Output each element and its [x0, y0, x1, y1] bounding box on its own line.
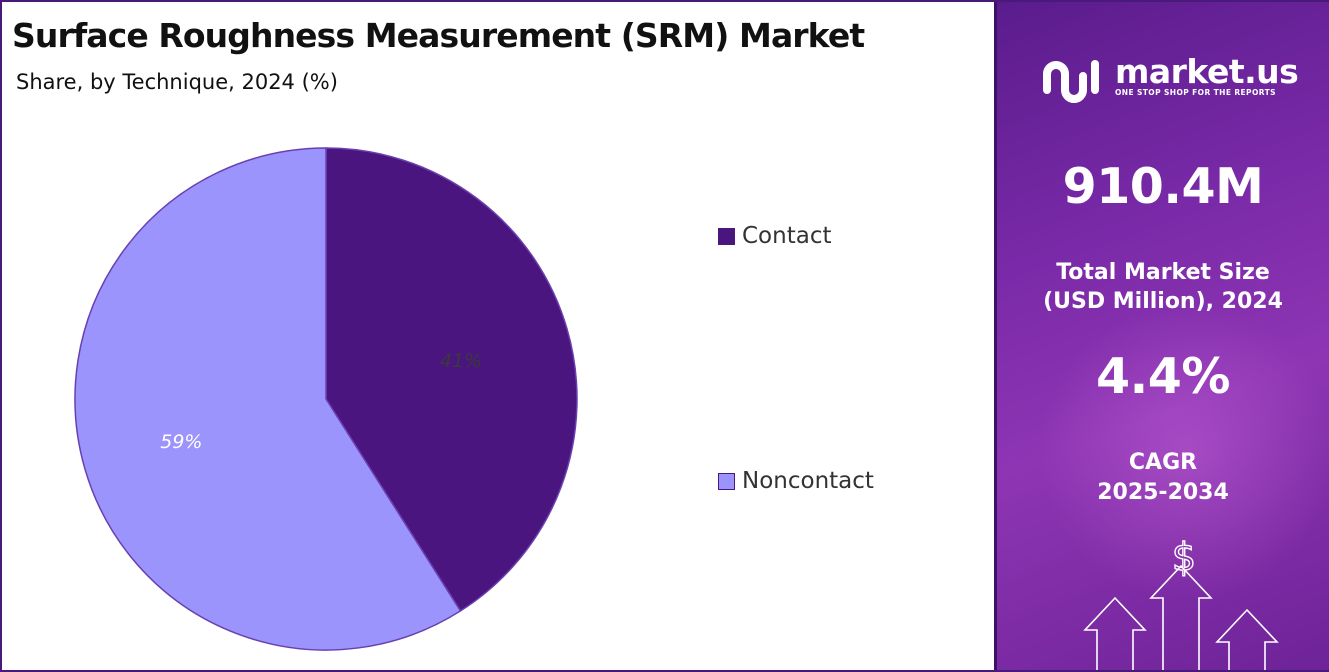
brand-logo: market.us ONE STOP SHOP FOR THE REPORTS: [1041, 52, 1299, 104]
legend-swatch-noncontact: [718, 472, 735, 490]
pie-label-noncontact: 59%: [160, 431, 202, 453]
legend-item-contact: Contact: [718, 223, 831, 249]
brand-tagline: ONE STOP SHOP FOR THE REPORTS: [1115, 88, 1276, 97]
market-size-label-line1: Total Market Size: [1056, 260, 1270, 285]
chart-subtitle: Share, by Technique, 2024 (%): [16, 70, 338, 94]
market-us-logo-icon: [1043, 60, 1099, 103]
legend-swatch-contact: [718, 227, 735, 245]
chart-title: Surface Roughness Measurement (SRM) Mark…: [12, 16, 865, 55]
legend-item-noncontact: Noncontact: [718, 468, 874, 494]
cagr-label-line2: 2025-2034: [1097, 480, 1229, 505]
pie-slice-noncontact: [74, 147, 462, 651]
market-size-label-line2: (USD Million), 2024: [1043, 289, 1283, 314]
brand-name: market.us: [1115, 52, 1299, 91]
cagr-label-line1: CAGR: [1128, 450, 1198, 475]
summary-panel: market.us ONE STOP SHOP FOR THE REPORTS …: [994, 2, 1329, 670]
pie-chart: 41% 59%: [74, 147, 578, 651]
growth-illustration: $: [1083, 534, 1279, 670]
cagr-value: 4.4%: [1096, 348, 1230, 405]
legend-label-noncontact: Noncontact: [742, 468, 874, 494]
pie-slice-contact: [325, 147, 578, 612]
legend-label-contact: Contact: [742, 223, 832, 249]
arrow-up-icon: [1083, 564, 1279, 670]
panel-background-glow: [1037, 302, 1329, 602]
pie-label-contact: 41%: [440, 350, 482, 372]
market-size-value: 910.4M: [1062, 158, 1264, 215]
chart-panel: Surface Roughness Measurement (SRM) Mark…: [2, 2, 994, 670]
